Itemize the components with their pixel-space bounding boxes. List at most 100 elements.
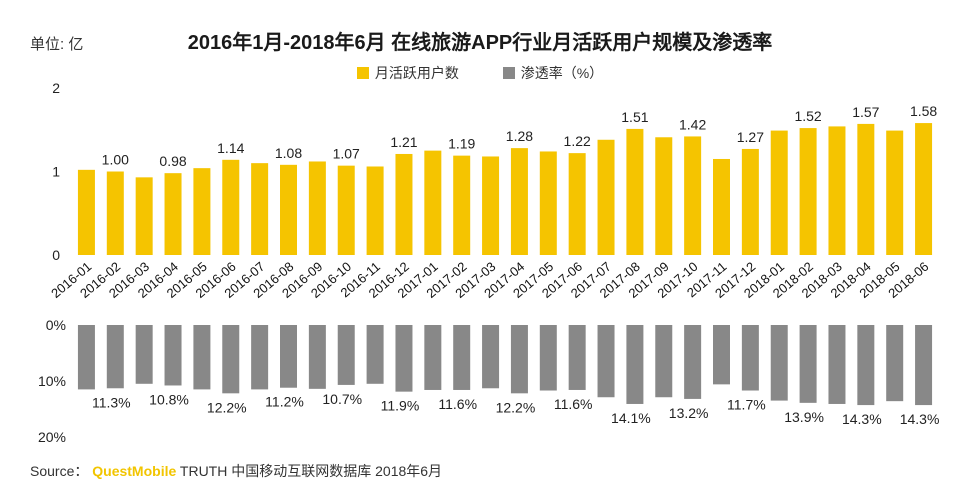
mau-bar [106, 171, 124, 255]
mau-value-label: 1.58 [910, 103, 937, 119]
mau-bar [164, 173, 182, 255]
penetration-value-label: 11.6% [438, 396, 477, 412]
mau-value-label: 1.21 [390, 134, 417, 150]
penetration-bar [222, 325, 240, 394]
source-rest: TRUTH 中国移动互联网数据库 2018年6月 [179, 463, 443, 479]
mau-bar [799, 128, 817, 255]
legend-label-mau: 月活跃用户数 [374, 65, 459, 81]
source-note: Source： QuestMobile TRUTH 中国移动互联网数据库 201… [30, 461, 442, 481]
penetration-value-label: 11.7% [727, 397, 766, 413]
mau-bar [135, 177, 153, 255]
penetration-bar [135, 325, 153, 384]
penetration-bar [308, 325, 326, 389]
penetration-value-label: 10.7% [322, 391, 362, 407]
penetration-bar [713, 325, 730, 385]
mau-value-label: 1.28 [506, 128, 533, 144]
penetration-value-label: 11.3% [92, 394, 131, 410]
mau-bar [251, 163, 269, 255]
mau-value-label: 1.14 [217, 140, 244, 156]
mau-bar [280, 164, 297, 255]
penetration-bar [251, 325, 269, 390]
mau-bar [741, 148, 759, 255]
penetration-bar [193, 325, 211, 390]
penetration-bar [106, 325, 124, 389]
y-tick-label-mau: 1 [52, 164, 60, 180]
penetration-bar [395, 325, 413, 392]
mau-bar [337, 165, 355, 255]
mau-value-label: 1.22 [564, 133, 591, 149]
penetration-bar [886, 325, 904, 402]
penetration-value-label: 13.2% [669, 405, 709, 421]
mau-bar [482, 156, 500, 255]
mau-bar [424, 150, 442, 255]
penetration-bar [684, 325, 702, 399]
mau-value-label: 1.42 [679, 116, 706, 132]
source-prefix: Source： [30, 463, 89, 479]
mau-value-label: 1.19 [448, 136, 475, 152]
mau-value-label: 1.07 [333, 146, 360, 162]
mau-bar [655, 137, 673, 255]
legend-item-mau: 月活跃用户数 [356, 63, 459, 83]
penetration-bar [568, 325, 586, 390]
penetration-value-label: 11.9% [381, 398, 420, 414]
source-brand: QuestMobile [92, 463, 177, 479]
mau-value-label: 1.51 [621, 109, 648, 125]
mau-bar [395, 153, 413, 255]
penetration-bar [510, 325, 528, 394]
penetration-bar [915, 325, 933, 406]
penetration-bar [828, 325, 846, 404]
mau-value-label: 1.27 [737, 129, 764, 145]
legend-item-penetration: 渗透率（%） [502, 63, 604, 83]
penetration-bar [337, 325, 355, 385]
penetration-bar [453, 325, 471, 390]
penetration-bar [626, 325, 644, 404]
penetration-value-label: 11.2% [265, 394, 304, 410]
mau-bar [539, 151, 557, 255]
penetration-value-label: 14.3% [842, 411, 882, 427]
mau-bar [886, 130, 904, 255]
penetration-bar [655, 325, 673, 398]
y-tick-label-mau: 0 [52, 247, 60, 263]
penetration-bar [741, 325, 759, 391]
penetration-bar [482, 325, 500, 389]
penetration-bar [770, 325, 788, 401]
y-tick-label-mau: 2 [52, 80, 60, 96]
penetration-bar [164, 325, 182, 386]
mau-bar [597, 139, 615, 255]
y-tick-label-penetration: 0% [46, 317, 66, 333]
penetration-value-label: 11.6% [554, 396, 593, 412]
mau-bar [857, 123, 875, 255]
penetration-bar [424, 325, 442, 390]
mau-bar [568, 153, 586, 255]
penetration-bar [280, 325, 297, 388]
mau-value-label: 1.52 [794, 108, 821, 124]
penetration-value-label: 13.9% [784, 409, 824, 425]
mau-value-label: 1.00 [102, 152, 129, 168]
mau-bar [366, 166, 384, 255]
legend-swatch-penetration [502, 67, 515, 79]
mau-bar [77, 169, 95, 255]
legend-label-penetration: 渗透率（%） [520, 65, 604, 81]
penetration-value-label: 12.2% [496, 399, 536, 415]
mau-bar [828, 126, 846, 255]
penetration-value-label: 14.1% [611, 410, 651, 426]
penetration-value-label: 12.2% [207, 399, 247, 415]
mau-bar [713, 158, 730, 255]
penetration-bar [799, 325, 817, 403]
penetration-bar [857, 325, 875, 406]
unit-label: 单位: 亿 [30, 36, 84, 53]
mau-value-label: 1.57 [852, 104, 879, 120]
mau-bar [222, 159, 240, 255]
chart-title: 2016年1月-2018年6月 在线旅游APP行业月活跃用户规模及渗透率 [187, 32, 773, 54]
mau-bar [308, 161, 326, 255]
mau-bar [684, 136, 702, 255]
legend: 月活跃用户数 渗透率（%） [0, 63, 960, 83]
penetration-value-label: 10.8% [149, 391, 189, 407]
mau-bar [510, 148, 528, 255]
penetration-bar [539, 325, 557, 391]
mau-bar [915, 123, 933, 255]
y-tick-label-penetration: 20% [38, 429, 66, 445]
mau-bar [626, 128, 644, 255]
penetration-value-label: 14.3% [900, 411, 940, 427]
